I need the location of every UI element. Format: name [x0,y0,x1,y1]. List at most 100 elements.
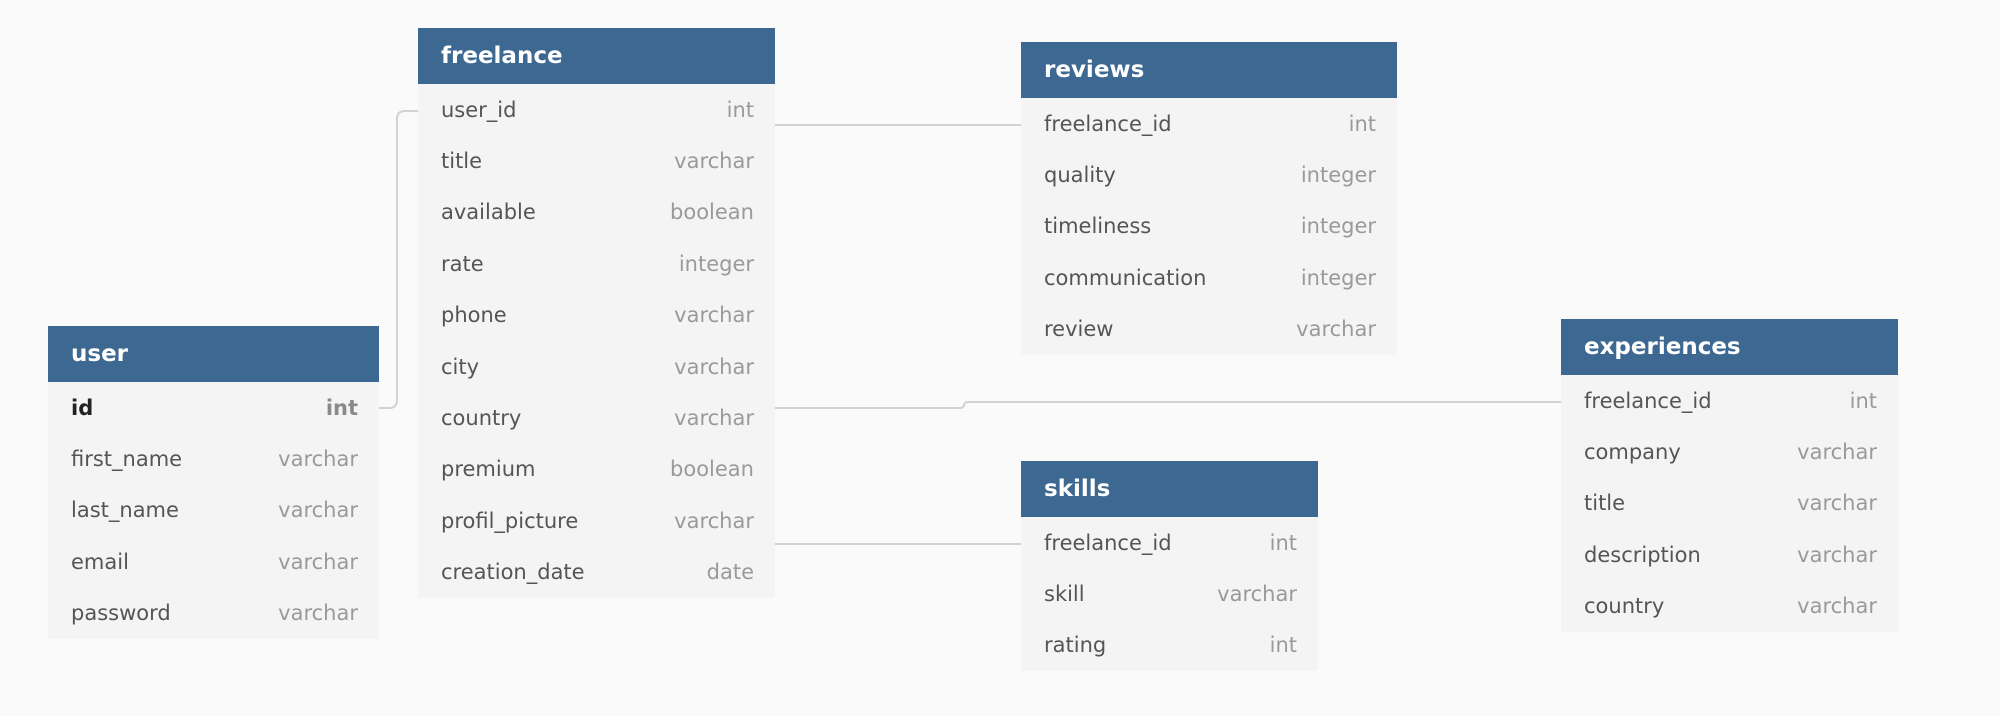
field-row[interactable]: communication integer [1021,252,1397,303]
table-freelance[interactable]: freelance user_id int title varchar availa… [418,28,775,598]
field-row[interactable]: timeliness integer [1021,201,1397,252]
field-name: review [1044,317,1114,342]
field-name: freelance_id [1044,530,1172,555]
field-name: profil_picture [441,508,579,533]
field-type: int [1348,111,1376,136]
field-type: varchar [674,354,754,379]
field-type: int [1849,388,1877,413]
table-header[interactable]: reviews [1021,42,1397,98]
field-name: id [71,395,94,420]
field-row[interactable]: premium boolean [418,444,775,495]
field-type: varchar [1217,582,1297,607]
field-name: skill [1044,582,1085,607]
field-name: timeliness [1044,214,1152,239]
field-row-primary-key[interactable]: id int [48,382,379,433]
field-type: varchar [1296,317,1376,342]
field-row[interactable]: country varchar [418,392,775,443]
table-fields: freelance_id int quality integer timelines… [1021,98,1397,355]
field-row[interactable]: skill varchar [1021,568,1318,619]
field-row[interactable]: email varchar [48,536,379,587]
table-header[interactable]: experiences [1561,319,1898,375]
field-type: varchar [674,149,754,174]
field-row[interactable]: country varchar [1561,581,1898,632]
field-type: varchar [1797,491,1877,516]
field-type: varchar [278,601,358,626]
field-type: integer [1300,163,1376,188]
relation-user-freelance [379,110,418,409]
field-name: freelance_id [1584,388,1712,413]
field-name: first_name [71,447,183,472]
table-skills[interactable]: skills freelance_id int skill varchar rati… [1021,461,1318,672]
field-row[interactable]: review varchar [1021,304,1397,355]
field-type: integer [1300,265,1376,290]
field-name: user_id [441,97,517,122]
field-name: phone [441,303,507,328]
field-row[interactable]: description varchar [1561,529,1898,580]
field-row[interactable]: title varchar [1561,478,1898,529]
field-row[interactable]: first_name varchar [48,433,379,484]
table-user[interactable]: user id int first_name varchar last_name va… [48,326,379,639]
table-fields: freelance_id int company varchar title varc… [1561,375,1898,632]
field-type: boolean [670,457,754,482]
field-type: date [706,560,754,585]
field-row[interactable]: city varchar [418,341,775,392]
field-type: varchar [278,447,358,472]
field-name: last_name [71,498,179,523]
field-name: title [1584,491,1626,516]
table-header[interactable]: skills [1021,461,1318,517]
field-name: password [71,601,171,626]
table-fields: freelance_id int skill varchar rating int [1021,517,1318,671]
field-row[interactable]: freelance_id int [1021,517,1318,568]
field-name: company [1584,440,1681,465]
field-type: varchar [1797,594,1877,619]
table-experiences[interactable]: experiences freelance_id int company varch… [1561,319,1898,632]
field-row[interactable]: creation_date date [418,547,775,598]
relation-freelance-experiences [775,401,1561,409]
field-name: creation_date [441,560,585,585]
field-type: varchar [278,549,358,574]
field-type: boolean [670,200,754,225]
field-row[interactable]: user_id int [418,84,775,135]
table-fields: user_id int title varchar available boolean… [418,84,775,598]
field-type: int [726,97,754,122]
field-name: description [1584,542,1701,567]
field-name: country [1584,594,1665,619]
field-type: varchar [1797,440,1877,465]
field-row[interactable]: password varchar [48,588,379,639]
table-reviews[interactable]: reviews freelance_id int quality integer t… [1021,42,1397,355]
table-fields: id int first_name varchar last_name varchar… [48,382,379,639]
field-row[interactable]: profil_picture varchar [418,495,775,546]
field-name: city [441,354,480,379]
field-row[interactable]: rate integer [418,238,775,289]
table-header[interactable]: freelance [418,28,775,84]
field-row[interactable]: rating int [1021,620,1318,671]
field-name: available [441,200,536,225]
field-name: email [71,549,129,574]
field-type: int [1269,530,1297,555]
field-type: integer [678,251,754,276]
field-row[interactable]: freelance_id int [1561,375,1898,426]
field-name: country [441,406,522,431]
field-row[interactable]: company varchar [1561,426,1898,477]
field-name: title [441,149,483,174]
field-row[interactable]: phone varchar [418,290,775,341]
field-row[interactable]: quality integer [1021,149,1397,200]
field-type: varchar [674,303,754,328]
field-row[interactable]: available boolean [418,187,775,238]
field-row[interactable]: last_name varchar [48,485,379,536]
field-name: premium [441,457,536,482]
field-name: rate [441,251,484,276]
field-name: quality [1044,163,1116,188]
table-header[interactable]: user [48,326,379,382]
field-name: rating [1044,633,1107,658]
field-row[interactable]: freelance_id int [1021,98,1397,149]
field-row[interactable]: title varchar [418,135,775,186]
field-name: freelance_id [1044,111,1172,136]
field-type: integer [1300,214,1376,239]
field-type: int [1269,633,1297,658]
field-type: int [325,395,358,420]
field-name: communication [1044,265,1207,290]
field-type: varchar [674,508,754,533]
field-type: varchar [278,498,358,523]
